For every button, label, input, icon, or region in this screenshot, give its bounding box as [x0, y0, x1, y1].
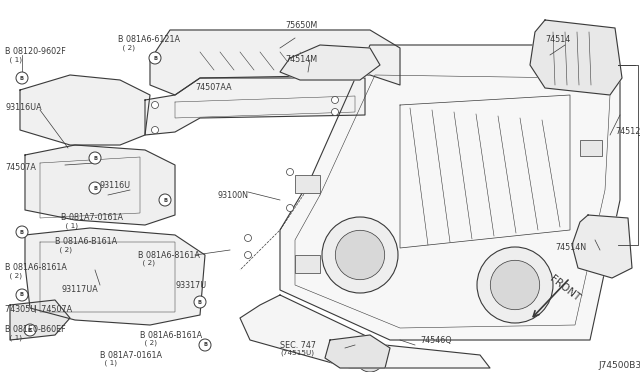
Circle shape — [24, 324, 36, 336]
Text: ( 2): ( 2) — [55, 247, 72, 253]
Bar — [295, 175, 320, 193]
Circle shape — [244, 251, 252, 259]
Polygon shape — [280, 45, 620, 340]
Text: ( 2): ( 2) — [118, 45, 135, 51]
Bar — [580, 140, 602, 156]
Polygon shape — [20, 75, 150, 145]
Circle shape — [159, 194, 171, 206]
Text: B: B — [198, 299, 202, 305]
Circle shape — [152, 102, 159, 109]
Polygon shape — [145, 78, 365, 135]
Text: SEC. 747: SEC. 747 — [280, 340, 316, 350]
Circle shape — [152, 126, 159, 134]
Text: ( 1): ( 1) — [5, 335, 22, 341]
Text: B: B — [153, 55, 157, 61]
Text: 93117UA: 93117UA — [62, 285, 99, 295]
Text: B: B — [20, 76, 24, 80]
Circle shape — [89, 182, 101, 194]
Circle shape — [16, 226, 28, 238]
Text: ( 2): ( 2) — [138, 260, 155, 266]
Text: ( 1): ( 1) — [5, 57, 22, 63]
Text: B 081A6-8161A: B 081A6-8161A — [138, 250, 200, 260]
Circle shape — [477, 247, 553, 323]
Circle shape — [322, 217, 398, 293]
Bar — [580, 240, 602, 256]
Circle shape — [89, 152, 101, 164]
Text: 93116UA: 93116UA — [5, 103, 42, 112]
Text: B: B — [20, 292, 24, 298]
Circle shape — [332, 96, 339, 103]
Text: 74546Q: 74546Q — [420, 336, 452, 344]
Text: ( 2): ( 2) — [140, 340, 157, 346]
Circle shape — [287, 205, 294, 212]
Text: B: B — [93, 155, 97, 160]
Circle shape — [16, 72, 28, 84]
Polygon shape — [25, 145, 175, 225]
Text: B 081A7-0161A: B 081A7-0161A — [61, 214, 123, 222]
Text: B: B — [93, 186, 97, 190]
Polygon shape — [240, 295, 490, 368]
Circle shape — [149, 52, 161, 64]
Polygon shape — [280, 45, 380, 80]
Text: B: B — [28, 327, 32, 333]
Text: ( 2): ( 2) — [5, 273, 22, 279]
Text: 74512: 74512 — [616, 128, 640, 137]
Text: J74500B3: J74500B3 — [598, 360, 640, 369]
Text: B 081A7-0161A: B 081A7-0161A — [100, 350, 162, 359]
Text: B 08120-9602F: B 08120-9602F — [5, 48, 66, 57]
Text: 74507AA: 74507AA — [195, 83, 232, 93]
Text: B: B — [203, 343, 207, 347]
Text: 75650M: 75650M — [285, 20, 317, 29]
Text: B 081E0-B60EF: B 081E0-B60EF — [5, 326, 66, 334]
Text: 74514N: 74514N — [555, 244, 586, 253]
Text: ( 1): ( 1) — [100, 360, 117, 366]
Text: 93100N: 93100N — [218, 190, 249, 199]
Text: 93317U: 93317U — [175, 280, 206, 289]
Polygon shape — [572, 215, 632, 278]
Text: ( 1): ( 1) — [61, 223, 78, 229]
Text: (74515U): (74515U) — [280, 350, 314, 356]
Text: 93116U: 93116U — [100, 180, 131, 189]
Text: B: B — [20, 230, 24, 234]
Text: FRONT: FRONT — [548, 273, 582, 303]
Text: 74514: 74514 — [545, 35, 570, 45]
Text: 74507A: 74507A — [5, 164, 36, 173]
Circle shape — [194, 296, 206, 308]
Circle shape — [16, 289, 28, 301]
Text: B 081A6-8161A: B 081A6-8161A — [5, 263, 67, 273]
Text: B 081A6-B161A: B 081A6-B161A — [140, 330, 202, 340]
Text: 74305U  74507A: 74305U 74507A — [5, 305, 72, 314]
Polygon shape — [150, 30, 400, 95]
Circle shape — [490, 260, 540, 310]
Text: 74514M: 74514M — [285, 55, 317, 64]
Polygon shape — [10, 300, 70, 340]
Polygon shape — [325, 335, 390, 368]
Circle shape — [199, 339, 211, 351]
Text: B 081A6-6121A: B 081A6-6121A — [118, 35, 180, 45]
Circle shape — [244, 234, 252, 241]
Text: B 081A6-B161A: B 081A6-B161A — [55, 237, 117, 247]
Polygon shape — [530, 20, 622, 95]
Circle shape — [356, 344, 384, 372]
Circle shape — [335, 230, 385, 280]
Polygon shape — [25, 228, 205, 325]
Circle shape — [287, 169, 294, 176]
Circle shape — [332, 109, 339, 115]
Text: B: B — [163, 198, 167, 202]
Bar — [295, 255, 320, 273]
